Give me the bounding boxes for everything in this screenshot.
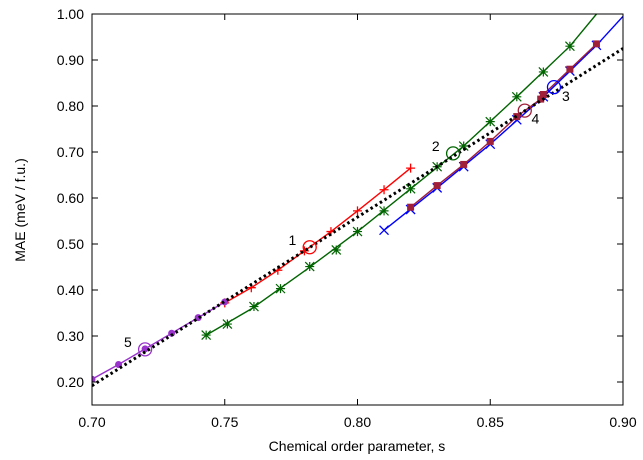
annotation-label: 5 [124,334,132,350]
x-tick-label: 0.80 [344,414,371,430]
data-point-x [379,225,390,236]
y-tick-label: 0.20 [57,374,84,390]
y-tick-label: 0.60 [57,190,84,206]
data-point-square [537,95,545,103]
data-point-dot [92,375,96,383]
data-point-asterisk [304,261,315,272]
annotation-circle [546,79,562,95]
annotation-circle [517,103,532,118]
y-tick-label: 0.40 [57,282,84,298]
series-1 [201,14,598,341]
y-tick-label: 0.90 [57,52,84,68]
data-point-square [460,160,468,168]
data-point-square [566,65,574,73]
data-point-dot [141,345,149,353]
data-point-asterisk [511,91,522,102]
x-tick-label: 0.85 [477,414,504,430]
y-tick-label: 0.70 [57,144,84,160]
series-line [205,14,598,336]
data-point-asterisk [458,141,469,151]
x-axis-label: Chemical order parameter, s [269,438,446,454]
y-tick-label: 0.30 [57,328,84,344]
tick-layer: 0.70 0.75 0.80 0.85 0.90 0.20 0.30 0.40 0.50 0.60… [57,6,637,430]
data-point-asterisk [564,41,575,52]
data-point-plus [353,206,362,216]
annotation-circle [302,240,317,255]
annotation-label: 2 [432,138,440,154]
data-point-asterisk [405,183,416,194]
series-line [383,15,623,231]
fit-line [92,47,623,387]
data-point-square [433,182,441,190]
series-5 [92,47,623,387]
data-point-asterisk [275,283,286,294]
data-point-asterisk [249,301,259,312]
data-point-square [486,137,494,145]
series-0 [220,163,416,308]
series-3 [407,40,600,211]
data-point-asterisk [222,319,233,329]
series-line [92,301,226,380]
data-point-square [539,91,547,98]
annotation-circle [445,146,461,161]
annotation-circle [137,342,153,357]
data-point-square [407,203,415,211]
x-tick-label: 0.70 [78,414,105,430]
data-point-asterisk [352,226,363,237]
data-point-asterisk [379,205,389,216]
x-tick-label: 0.90 [609,414,636,430]
data-point-plus [406,163,416,173]
data-point-asterisk [485,116,496,127]
y-tick-label: 0.80 [57,98,84,114]
series-line [224,167,412,304]
annotation-label: 4 [531,110,539,126]
x-tick-label: 0.75 [211,414,238,430]
y-tick-label: 0.50 [57,236,84,252]
data-point-plus [379,185,389,195]
y-axis-label: MAE (meV / f.u.) [12,158,28,261]
series-layer [92,14,623,387]
annotation-label: 1 [289,232,297,248]
annotation-label: 3 [562,88,570,104]
data-point-square [592,40,600,48]
annotation-layer: 1 2 3 4 5 [124,79,570,357]
series-4 [92,298,229,383]
data-point-asterisk [538,67,549,77]
data-point-asterisk [331,245,342,255]
y-tick-label: 1.00 [57,6,84,22]
data-point-asterisk [201,330,212,341]
